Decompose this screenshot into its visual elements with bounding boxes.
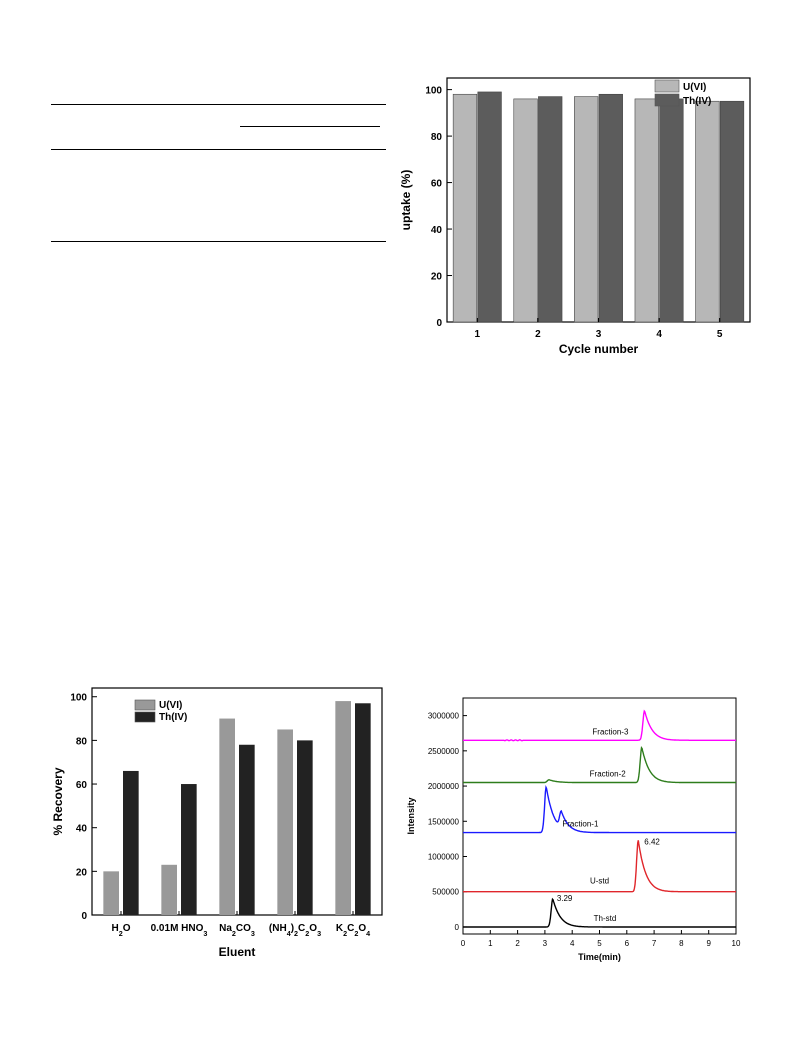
bar-thiv-4	[659, 98, 684, 323]
legend-label: U(VI)	[159, 700, 182, 711]
bar-uvi-3	[219, 718, 235, 915]
y-axis-label: uptake (%)	[399, 170, 413, 231]
cycle-uptake-chart: 0 20 40 60 80 100 1 2 3 4 5 Cycle number uptake (%) U…	[398, 68, 758, 358]
y-tick-label: 3000000	[428, 712, 460, 721]
y-tick-label: 0	[455, 923, 460, 932]
y-tick-label: 60	[431, 179, 443, 190]
x-axis-label: Eluent	[219, 945, 256, 959]
y-tick-label: 2000000	[428, 782, 460, 791]
table-rule-mid	[51, 149, 386, 150]
bar-uvi-5	[695, 100, 720, 323]
x-tick-label: 5	[717, 329, 723, 340]
legend-swatch-uvi	[134, 699, 156, 711]
x-tick-label: 3	[543, 939, 548, 948]
x-tick-label: 2	[515, 939, 520, 948]
x-tick-label: 5	[597, 939, 602, 948]
bar-thiv-4	[297, 740, 313, 915]
x-tick-label: 8	[679, 939, 684, 948]
bar-uvi-5	[335, 701, 351, 915]
y-tick-label: 1500000	[428, 817, 460, 826]
trace-fraction-2	[463, 746, 736, 784]
y-tick-label: 0	[81, 911, 87, 922]
x-axis-label: Time(min)	[578, 952, 621, 962]
y-axis-label: Intensity	[406, 797, 416, 834]
bar-thiv-5	[355, 703, 371, 915]
x-tick-label: K2C2O4	[336, 923, 370, 938]
x-tick-label: 7	[652, 939, 657, 948]
y-tick-label: 100	[425, 86, 442, 97]
chromatogram-svg: 0 500000 1000000 1500000 2000000 2500000 30000…	[406, 697, 741, 962]
x-tick-label: 1	[475, 329, 481, 340]
y-tick-label: 40	[431, 225, 443, 236]
bar-thiv-2	[181, 784, 197, 915]
bar-thiv-1	[477, 91, 502, 323]
y-tick-label: 60	[76, 780, 88, 791]
eluent-recovery-svg: 0 20 40 60 80 100 H2O 0.01M HNO3 Na2CO3 (NH4)2C2O…	[51, 687, 383, 959]
trace-label-th-std: Th-std	[594, 914, 617, 923]
y-tick-label: 80	[431, 132, 443, 143]
legend-swatch-thiv	[134, 711, 156, 723]
x-tick-label: (NH4)2C2O3	[269, 923, 321, 938]
x-tick-label: 4	[570, 939, 575, 948]
legend-label: Th(IV)	[159, 712, 187, 723]
y-tick-label: 1000000	[428, 853, 460, 862]
trace-label-fraction-3: Fraction-3	[592, 727, 629, 736]
legend-label: U(VI)	[683, 82, 706, 93]
x-tick-label: 3	[596, 329, 602, 340]
table-rule-top	[51, 104, 386, 105]
cycle-uptake-svg: 0 20 40 60 80 100 1 2 3 4 5 Cycle number uptake (%) U…	[399, 77, 751, 356]
trace-fraction-3	[463, 709, 736, 742]
trace-th-std	[463, 897, 736, 928]
y-tick-label: 20	[76, 867, 88, 878]
x-tick-label: 2	[535, 329, 541, 340]
bar-uvi-1	[103, 871, 119, 915]
trace-u-std	[463, 840, 736, 893]
x-axis-label: Cycle number	[559, 342, 639, 356]
table-rule-bottom	[51, 241, 386, 242]
x-tick-label: H2O	[111, 923, 130, 938]
y-tick-label: 80	[76, 736, 88, 747]
legend-label: Th(IV)	[683, 96, 711, 107]
trace-fraction-1	[463, 785, 736, 834]
bar-uvi-4	[277, 729, 293, 915]
x-tick-label: 10	[732, 939, 741, 948]
y-tick-label: 0	[436, 318, 442, 329]
y-tick-label: 500000	[432, 888, 459, 897]
chromatogram-chart: 0 500000 1000000 1500000 2000000 2500000 30000…	[405, 690, 750, 965]
bar-uvi-3	[574, 96, 599, 323]
bar-thiv-5	[719, 100, 745, 323]
bar-thiv-3	[239, 744, 255, 915]
y-tick-label: 20	[431, 272, 443, 283]
bar-uvi-1	[452, 93, 478, 323]
y-tick-label: 40	[76, 824, 88, 835]
trace-label-fraction-2: Fraction-2	[590, 770, 627, 779]
trace-label-fraction-1: Fraction-1	[562, 820, 599, 829]
bar-thiv-3	[598, 93, 623, 323]
y-tick-label: 2500000	[428, 747, 460, 756]
bar-uvi-2	[513, 98, 538, 323]
peak-label-th-std: 3.29	[557, 894, 573, 903]
x-tick-label: 1	[488, 939, 493, 948]
x-tick-label: 0.01M HNO3	[151, 923, 208, 938]
y-tick-label: 100	[70, 693, 87, 704]
x-tick-label: 9	[706, 939, 711, 948]
bar-uvi-2	[161, 864, 177, 915]
bar-thiv-1	[123, 770, 139, 915]
bar-uvi-4	[634, 98, 659, 323]
x-tick-label: 0	[461, 939, 466, 948]
legend-swatch-uvi	[654, 79, 680, 93]
y-axis-label: % Recovery	[51, 767, 65, 835]
x-tick-label: 6	[625, 939, 630, 948]
peak-label-u-std: 6.42	[644, 837, 660, 846]
legend-swatch-thiv	[654, 93, 680, 107]
table-rule-sub	[240, 126, 380, 127]
trace-label-u-std: U-std	[590, 877, 609, 886]
x-tick-label: 4	[656, 329, 662, 340]
eluent-recovery-chart: 0 20 40 60 80 100 H2O 0.01M HNO3 Na2CO3 (NH4)2C2O…	[50, 680, 395, 962]
bar-thiv-2	[538, 96, 563, 323]
x-tick-label: Na2CO3	[219, 923, 255, 938]
